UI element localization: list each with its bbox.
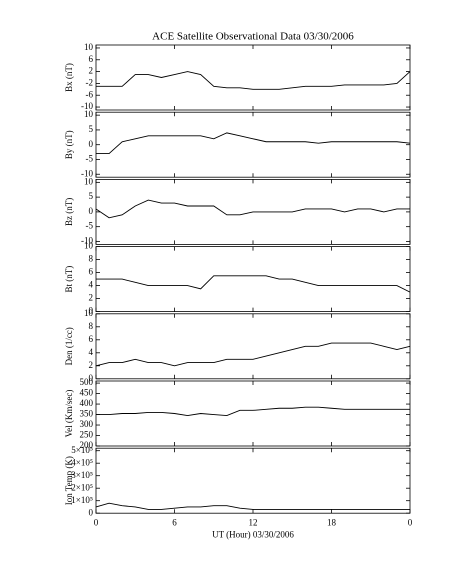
y-tick-label: 5	[89, 191, 94, 201]
y-tick-label: 4	[89, 280, 94, 290]
y-axis-label: Bx (nT)	[64, 63, 74, 92]
y-tick-label: 10	[84, 176, 94, 186]
panel-frame	[95, 44, 411, 111]
y-tick-label: 0	[89, 373, 94, 383]
y-tick-label: -10	[81, 101, 93, 111]
x-tick-label: 0	[408, 517, 413, 527]
y-tick-label: 10	[84, 241, 94, 251]
y-tick-label: 6	[89, 334, 94, 344]
y-axis-label: Ion Temp (K)	[64, 456, 74, 505]
y-tick-label: 4×10⁵	[71, 457, 93, 467]
data-line	[95, 342, 411, 367]
x-tick-label: 12	[249, 517, 258, 527]
panel-frame	[95, 111, 411, 178]
y-tick-label: -10	[81, 168, 93, 178]
y-tick-label: -5	[86, 221, 94, 231]
y-tick-label: 300	[80, 419, 94, 429]
y-axis-label: Den (1/cc)	[64, 327, 74, 365]
y-tick-label: 250	[80, 430, 94, 440]
x-tick-label: 18	[327, 517, 337, 527]
data-line	[95, 502, 410, 510]
y-tick-label: 2	[89, 66, 94, 76]
y-tick-label: 5	[89, 124, 94, 134]
y-tick-label: 1×10⁵	[71, 495, 93, 505]
y-tick-label: 6	[89, 54, 94, 64]
y-tick-label: 200	[80, 440, 94, 450]
y-axis-label: Bz (nT)	[64, 198, 74, 226]
chart-title: ACE Satellite Observational Data 03/30/2…	[152, 31, 354, 43]
y-tick-label: 350	[80, 409, 94, 419]
y-tick-label: 6	[89, 267, 94, 277]
y-axis-label: Vel (Km/sec)	[64, 390, 74, 438]
y-tick-label: 8	[89, 254, 94, 264]
panel-frame	[95, 246, 411, 313]
x-tick-label: 0	[94, 517, 99, 527]
y-tick-label: 10	[84, 308, 94, 318]
y-tick-label: 450	[80, 388, 94, 398]
y-tick-label: 400	[80, 398, 94, 408]
y-tick-label: 4	[89, 347, 94, 357]
data-line	[96, 71, 411, 90]
y-tick-label: -6	[86, 89, 94, 99]
data-line	[96, 406, 410, 417]
y-tick-label: 3×10⁵	[71, 470, 93, 480]
y-tick-label: 0	[89, 206, 94, 216]
y-tick-label: 0	[89, 306, 94, 316]
y-tick-label: 10	[84, 109, 94, 119]
y-tick-label: 10	[84, 42, 94, 52]
y-tick-label: -2	[86, 77, 94, 87]
y-tick-label: 0	[89, 507, 94, 517]
y-tick-label: 2	[89, 293, 94, 303]
data-line	[96, 132, 411, 155]
panel-frame	[95, 380, 411, 447]
y-axis-label: By (nT)	[64, 130, 74, 159]
y-axis-label: Bt (nT)	[64, 266, 74, 293]
x-axis-label: UT (Hour) 03/30/2006	[212, 529, 294, 539]
panel-frame	[95, 313, 411, 380]
y-tick-label: 2×10⁵	[71, 482, 93, 492]
x-tick-label: 6	[172, 517, 177, 527]
y-tick-label: 8	[89, 321, 94, 331]
y-tick-label: 2	[89, 360, 94, 370]
data-line	[95, 199, 410, 219]
y-tick-label: 0	[89, 139, 94, 149]
y-tick-label: 500	[80, 377, 94, 387]
panel-frame	[95, 447, 411, 514]
y-tick-label: -5	[86, 154, 94, 164]
data-line	[96, 275, 411, 293]
y-tick-label: -10	[81, 236, 93, 246]
y-tick-label: 5×10⁵	[71, 445, 93, 455]
